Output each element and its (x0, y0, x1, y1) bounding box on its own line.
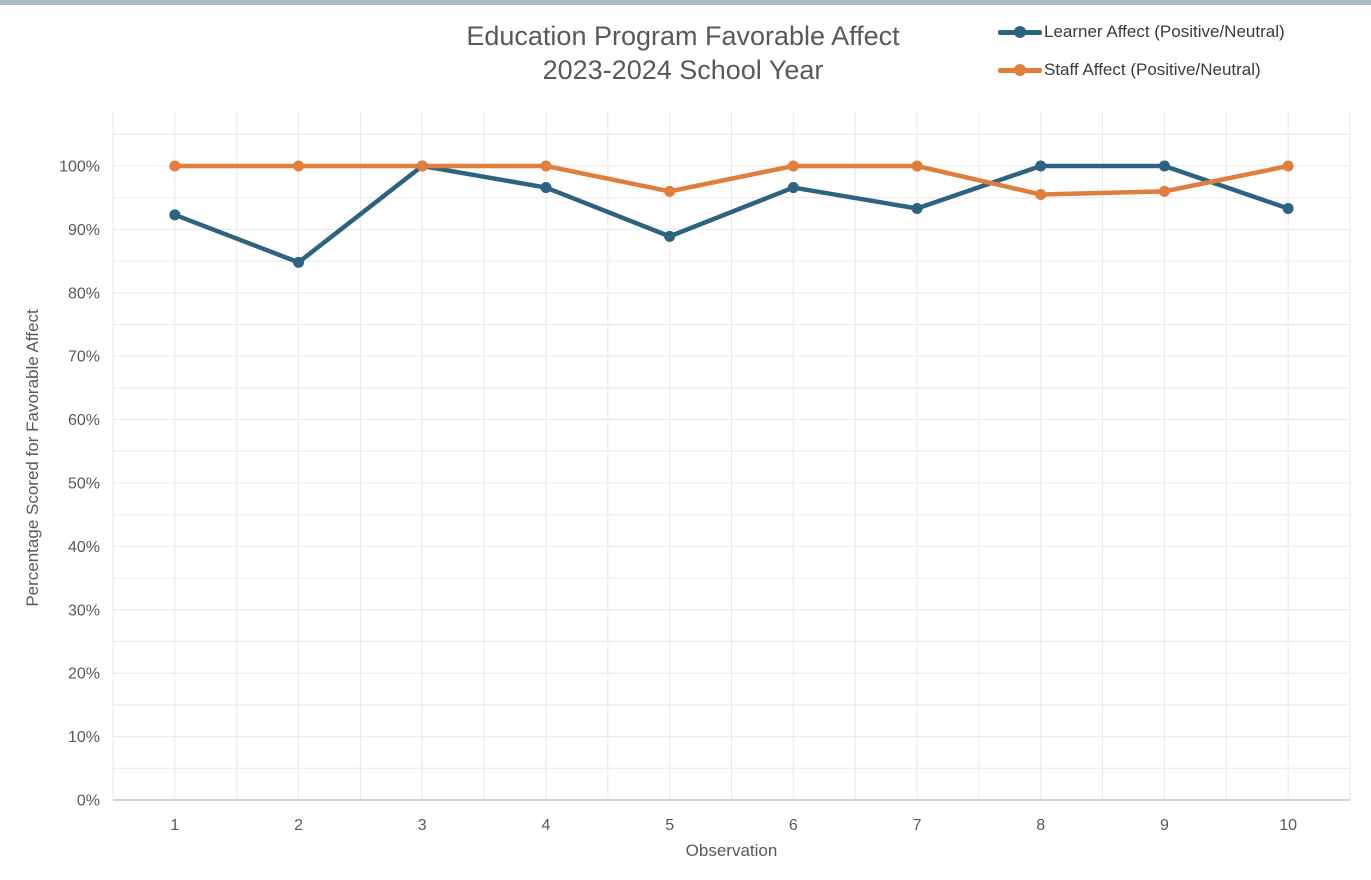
y-tick-label: 0% (77, 793, 100, 810)
y-tick-label: 60% (68, 412, 100, 429)
y-tick-label: 70% (68, 349, 100, 366)
x-tick-label: 10 (1279, 817, 1297, 834)
y-tick-label: 20% (68, 666, 100, 683)
legend-item-staff[interactable]: Staff Affect (Positive/Neutral) (998, 51, 1368, 89)
x-tick-label: 8 (1036, 817, 1045, 834)
chart-title: Education Program Favorable Affect 2023-… (363, 19, 1003, 87)
x-tick-label: 4 (541, 817, 550, 834)
x-tick-label: 3 (418, 817, 427, 834)
legend-label-learner: Learner Affect (Positive/Neutral) (1044, 22, 1285, 41)
legend-item-learner[interactable]: Learner Affect (Positive/Neutral) (998, 13, 1368, 51)
legend-line-marker-icon (998, 64, 1044, 76)
x-tick-label: 7 (913, 817, 922, 834)
y-tick-label: 40% (68, 539, 100, 556)
x-tick-label: 1 (170, 817, 179, 834)
window-top-border (0, 0, 1371, 5)
x-tick-label: 6 (789, 817, 798, 834)
x-axis-title: Observation (685, 841, 778, 860)
y-tick-label: 80% (68, 285, 100, 302)
x-tick-label: 5 (665, 817, 674, 834)
y-tick-label: 90% (68, 222, 100, 239)
y-tick-label: 30% (68, 602, 100, 619)
x-tick-label: 2 (294, 817, 303, 834)
legend-line-marker-icon (998, 26, 1044, 38)
chart-legend: Learner Affect (Positive/Neutral) Staff … (998, 13, 1368, 89)
legend-label-staff: Staff Affect (Positive/Neutral) (1044, 60, 1261, 79)
x-tick-label: 9 (1160, 817, 1169, 834)
y-tick-label: 50% (68, 476, 100, 493)
y-tick-label: 100% (59, 159, 100, 176)
y-tick-label: 10% (68, 729, 100, 746)
chart-title-line2: 2023-2024 School Year (542, 55, 824, 85)
chart-title-line1: Education Program Favorable Affect (466, 21, 900, 51)
